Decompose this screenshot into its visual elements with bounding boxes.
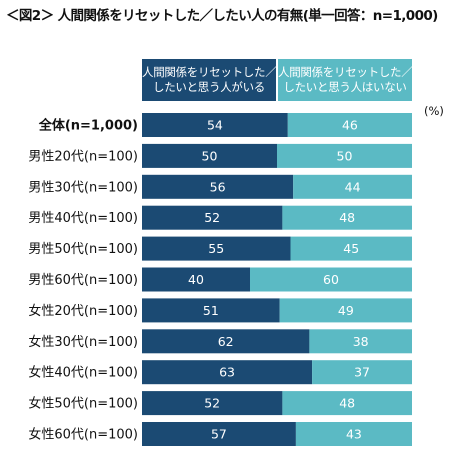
data-label: 46 bbox=[342, 118, 358, 133]
data-label: 60 bbox=[323, 272, 339, 287]
bar-no-person bbox=[250, 267, 412, 292]
data-label: 38 bbox=[353, 334, 369, 349]
data-label: 52 bbox=[204, 396, 220, 411]
bar-has-person bbox=[142, 360, 313, 385]
data-label: 40 bbox=[188, 272, 204, 287]
bar-has-person bbox=[142, 267, 250, 292]
legend-item-has-person: 人間関係をリセットした／ したいと思う人がいる bbox=[142, 59, 277, 101]
data-label: 52 bbox=[204, 210, 220, 225]
data-label: 50 bbox=[337, 148, 353, 163]
category-label: 女性50代(n=100) bbox=[28, 396, 138, 412]
category-label: 女性40代(n=100) bbox=[28, 365, 138, 381]
data-label: 48 bbox=[339, 210, 355, 225]
category-label: 女性60代(n=100) bbox=[28, 427, 138, 443]
data-label: 54 bbox=[207, 118, 223, 133]
category-label: 男性50代(n=100) bbox=[28, 242, 138, 257]
data-label: 37 bbox=[354, 365, 370, 380]
legend-label-line2: したいと思う人がいる bbox=[153, 80, 265, 94]
category-label: 女性30代(n=100) bbox=[28, 334, 138, 350]
category-label: 男性40代(n=100) bbox=[28, 211, 138, 226]
bar-no-person bbox=[290, 236, 412, 261]
bar-no-person bbox=[277, 143, 412, 168]
category-label: 全体(n=1,000) bbox=[38, 118, 138, 134]
bar-has-person bbox=[142, 329, 310, 354]
bar-has-person bbox=[142, 143, 277, 168]
data-label: 50 bbox=[202, 148, 218, 163]
legend-label-line1: 人間関係をリセットした／ bbox=[278, 65, 413, 79]
bar-has-person bbox=[142, 113, 288, 137]
bar-no-person bbox=[282, 391, 412, 416]
bar-no-person bbox=[295, 422, 412, 446]
bar-no-person bbox=[312, 360, 412, 385]
category-label: 男性30代(n=100) bbox=[28, 180, 138, 195]
data-label: 45 bbox=[343, 241, 359, 256]
data-label: 63 bbox=[219, 365, 235, 380]
data-label: 49 bbox=[338, 303, 354, 318]
bar-no-person bbox=[293, 174, 412, 199]
bar-no-person bbox=[287, 113, 412, 137]
bar-has-person bbox=[142, 422, 296, 446]
data-label: 57 bbox=[211, 427, 227, 442]
legend-item-no-person: 人間関係をリセットした／ したいと思う人はいない bbox=[278, 59, 413, 101]
category-label: 女性20代(n=100) bbox=[28, 303, 138, 319]
data-label: 43 bbox=[346, 427, 362, 442]
category-label: 男性20代(n=100) bbox=[28, 149, 138, 164]
bar-no-person bbox=[309, 329, 412, 354]
data-label: 44 bbox=[345, 179, 361, 194]
data-label: 62 bbox=[218, 334, 234, 349]
category-label: 男性60代(n=100) bbox=[28, 273, 138, 288]
legend-label-line2: したいと思う人はいない bbox=[283, 80, 407, 94]
bar-has-person bbox=[142, 205, 283, 230]
bar-has-person bbox=[142, 391, 283, 416]
data-label: 55 bbox=[208, 241, 224, 256]
chart-title: ＜図2＞ 人間関係をリセットした／したい人の有無(単一回答：n=1,000) bbox=[6, 8, 438, 24]
bar-has-person bbox=[142, 236, 291, 261]
data-label: 51 bbox=[203, 303, 219, 318]
data-label: 56 bbox=[210, 179, 226, 194]
bar-no-person bbox=[279, 298, 412, 323]
bar-has-person bbox=[142, 174, 294, 199]
bar-has-person bbox=[142, 298, 280, 323]
legend-label-line1: 人間関係をリセットした／ bbox=[142, 65, 277, 79]
data-label: 48 bbox=[339, 396, 355, 411]
unit-label: (%) bbox=[424, 104, 444, 118]
bar-no-person bbox=[282, 205, 412, 230]
